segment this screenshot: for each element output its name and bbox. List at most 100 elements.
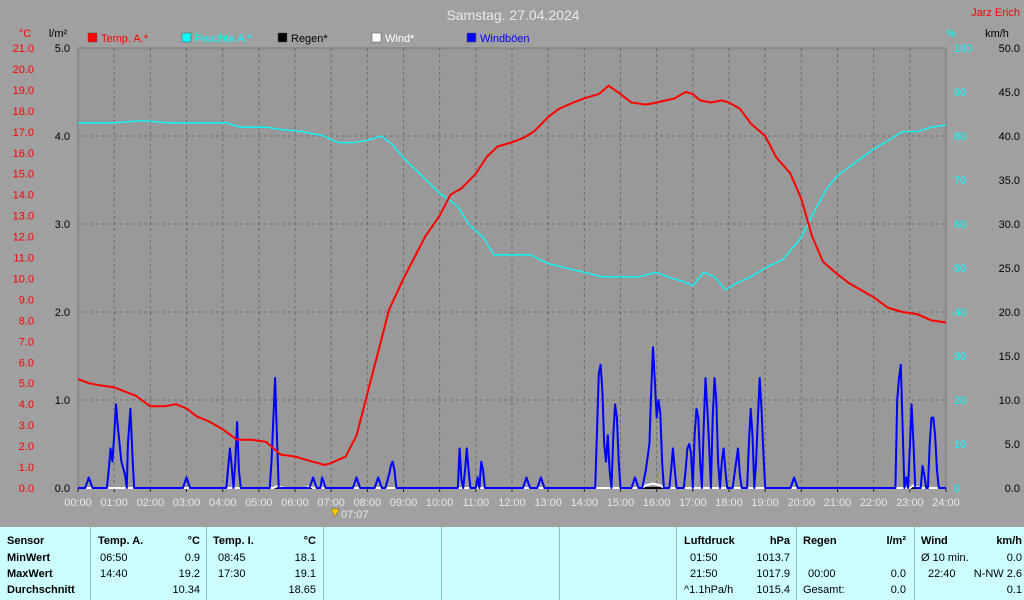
sunrise-icon: [330, 508, 340, 518]
stats-rain-header: Regen: [803, 535, 837, 547]
stats-temp-outside-min-time: 06:50: [100, 552, 128, 564]
x-tick-label: 00:00: [64, 497, 92, 509]
x-tick-label: 13:00: [534, 497, 562, 509]
stats-pressure-header: Luftdruck: [684, 535, 735, 547]
series-layer: [77, 84, 947, 489]
wind-tick-label: 20.0: [999, 307, 1020, 319]
stats-pressure-max-time: 21:50: [690, 568, 718, 580]
stats-rain-max-time: 00:00: [808, 568, 836, 580]
humidity-tick-label: 70: [954, 175, 966, 187]
x-tick-label: 03:00: [173, 497, 201, 509]
stats-pressure-unit: hPa: [769, 535, 790, 547]
stats-row-avg: Durchschnitt: [7, 584, 75, 596]
rain-tick-label: 3.0: [55, 219, 70, 231]
humidity-tick-label: 0: [954, 483, 960, 495]
stats-wind-max-time: 22:40: [928, 568, 956, 580]
stats-wind-max: N-NW 2.6: [973, 568, 1022, 580]
x-tick-label: 07:00: [317, 497, 345, 509]
humidity-tick-label: 50: [954, 263, 966, 275]
humidity-tick-label: 40: [954, 307, 966, 319]
temp-axis-unit: °C: [19, 28, 31, 40]
legend-label: Regen*: [291, 33, 328, 45]
stats-wind-avg-label: Ø 10 min.: [921, 552, 969, 564]
x-tick-label: 14:00: [571, 497, 599, 509]
stats-temp-inside-min: 18.1: [294, 552, 316, 564]
x-tick-label: 24:00: [932, 497, 960, 509]
stats-temp-outside-unit: °C: [187, 535, 200, 547]
stats-pressure-trend: ^1.1hPa/h: [684, 584, 734, 596]
temp-tick-label: 18.0: [13, 106, 34, 118]
x-tick-label: 06:00: [281, 497, 309, 509]
stats-temp-outside-avg: 10.34: [172, 584, 200, 596]
sunrise-marker: 07:07: [330, 508, 369, 521]
wind-tick-label: 10.0: [999, 395, 1020, 407]
x-tick-label: 09:00: [390, 497, 418, 509]
axes: 00:00 01:00 02:00 03:00 04:00 05:00 06:00 07:00…: [13, 43, 1020, 509]
stats-wind-header: Wind: [921, 535, 948, 547]
author-label: Jarz Erich: [971, 7, 1020, 19]
legend-swatch: [87, 32, 98, 43]
rain-tick-label: 5.0: [55, 43, 70, 55]
x-tick-label: 05:00: [245, 497, 273, 509]
temp-tick-label: 19.0: [13, 85, 34, 97]
humidity-tick-label: 30: [954, 351, 966, 363]
stats-rain-total: 0.0: [890, 584, 906, 596]
humidity-tick-label: 10: [954, 439, 966, 451]
legend-label: Feuchte A.*: [195, 33, 253, 45]
humidity-tick-label: 60: [954, 219, 966, 231]
stats-pressure-avg: 1015.4: [756, 584, 790, 596]
stats-pressure-min: 1013.7: [756, 552, 790, 564]
rain-tick-label: 0.0: [55, 483, 70, 495]
series-line-temp-a: [77, 84, 947, 466]
x-tick-label: 19:00: [751, 497, 779, 509]
x-tick-label: 04:00: [209, 497, 237, 509]
rain-axis-unit: l/m²: [49, 28, 68, 40]
wind-tick-label: 25.0: [999, 263, 1020, 275]
temp-tick-label: 9.0: [19, 294, 34, 306]
temp-tick-label: 17.0: [13, 127, 34, 139]
stats-temp-outside-min: 0.9: [184, 552, 200, 564]
temp-tick-label: 20.0: [13, 64, 34, 76]
legend-label: Temp. A.*: [101, 33, 149, 45]
stats-rain-max: 0.0: [890, 568, 906, 580]
rain-tick-label: 1.0: [55, 395, 70, 407]
stats-sensor-header: Sensor: [7, 535, 45, 547]
legend-label: Windböen: [480, 33, 530, 45]
stats-wind-unit: km/h: [996, 535, 1022, 547]
humidity-tick-label: 100: [954, 43, 972, 55]
wind-axis-unit: km/h: [985, 28, 1009, 40]
x-tick-label: 16:00: [643, 497, 671, 509]
x-tick-label: 23:00: [896, 497, 924, 509]
temp-tick-label: 3.0: [19, 420, 34, 432]
stats-temp-outside-max: 19.2: [178, 568, 200, 580]
x-tick-label: 21:00: [824, 497, 852, 509]
temp-tick-label: 8.0: [19, 315, 34, 327]
sunrise-time: 07:07: [341, 509, 369, 521]
x-tick-label: 10:00: [426, 497, 454, 509]
wind-tick-label: 50.0: [999, 43, 1020, 55]
stats-rain-total-label: Gesamt:: [803, 584, 845, 596]
x-tick-label: 17:00: [679, 497, 707, 509]
wind-tick-label: 0.0: [1005, 483, 1020, 495]
stats-temp-inside-avg: 18.65: [288, 584, 316, 596]
legend-label: Wind*: [385, 33, 415, 45]
temp-tick-label: 16.0: [13, 148, 34, 160]
x-tick-label: 22:00: [860, 497, 888, 509]
temp-tick-label: 7.0: [19, 336, 34, 348]
x-tick-label: 18:00: [715, 497, 743, 509]
stats-temp-inside-max: 19.1: [294, 568, 316, 580]
temp-tick-label: 13.0: [13, 211, 34, 223]
wind-tick-label: 5.0: [1005, 439, 1020, 451]
stats-panel: Sensor MinWert MaxWert Durchschnitt Temp…: [0, 527, 1024, 600]
wind-tick-label: 15.0: [999, 351, 1020, 363]
legend-swatch: [371, 32, 382, 43]
wind-tick-label: 40.0: [999, 131, 1020, 143]
temp-tick-label: 4.0: [19, 399, 34, 411]
temp-tick-label: 15.0: [13, 169, 34, 181]
chart-title: Samstag. 27.04.2024: [446, 7, 579, 23]
wind-tick-label: 35.0: [999, 175, 1020, 187]
temp-tick-label: 21.0: [13, 43, 34, 55]
stats-pressure-max: 1017.9: [756, 568, 790, 580]
x-tick-label: 08:00: [354, 497, 382, 509]
x-tick-label: 12:00: [498, 497, 526, 509]
